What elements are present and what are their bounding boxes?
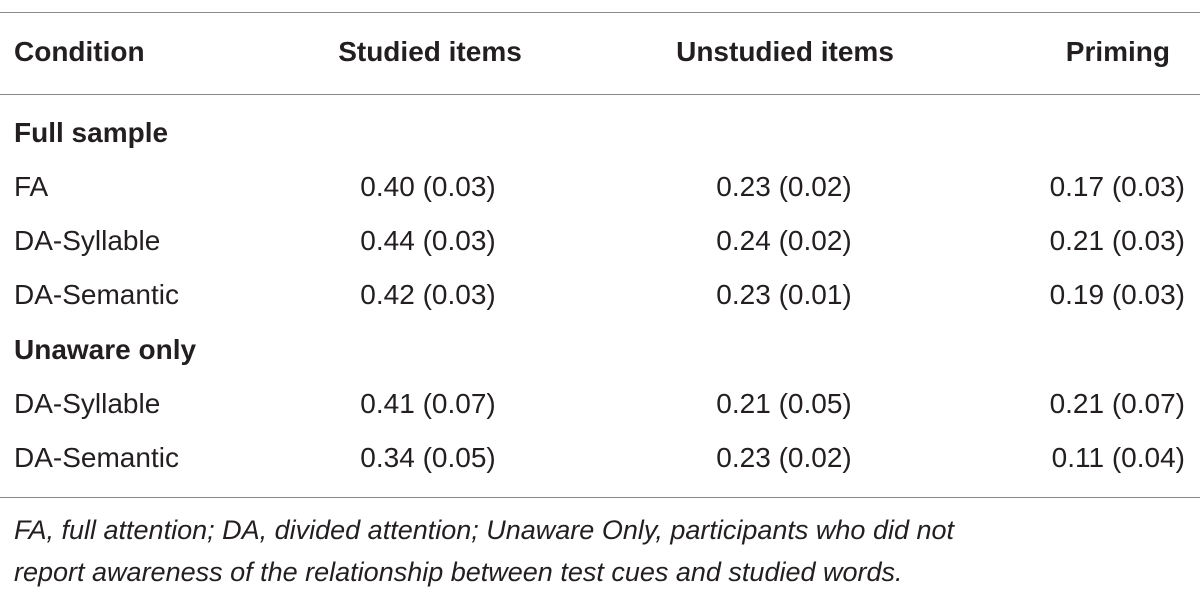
column-header: Studied items	[338, 36, 522, 67]
table-cell: 0.44 (0.03)	[360, 225, 496, 256]
header-rule	[0, 94, 1200, 95]
table-cell: 0.21 (0.07)	[1049, 388, 1185, 419]
row-label: DA-Syllable	[14, 225, 161, 256]
row-label: DA-Semantic	[14, 279, 179, 310]
top-rule	[0, 12, 1200, 13]
column-header: Condition	[14, 36, 145, 67]
section-title: Full sample	[14, 117, 169, 148]
column-header: Priming	[1065, 36, 1170, 67]
table-cell: 0.21 (0.05)	[716, 388, 852, 419]
table-cell: 0.23 (0.01)	[716, 279, 852, 310]
table-cell: 0.40 (0.03)	[360, 171, 496, 202]
row-label: DA-Syllable	[14, 388, 161, 419]
table-cell: 0.23 (0.02)	[716, 442, 852, 473]
footnote-line: report awareness of the relationship bet…	[14, 557, 903, 587]
table-cell: 0.17 (0.03)	[1049, 171, 1185, 202]
table-cell: 0.24 (0.02)	[716, 225, 852, 256]
row-label: DA-Semantic	[14, 442, 179, 473]
table-cell: 0.19 (0.03)	[1049, 279, 1185, 310]
table-cell: 0.11 (0.04)	[1051, 442, 1185, 473]
table-cell: 0.23 (0.02)	[716, 171, 852, 202]
bottom-rule	[0, 497, 1200, 498]
footnote-line: FA, full attention; DA, divided attentio…	[14, 515, 955, 545]
table-cell: 0.21 (0.03)	[1049, 225, 1185, 256]
row-label: FA	[14, 171, 49, 202]
table-cell: 0.34 (0.05)	[360, 442, 496, 473]
section-title: Unaware only	[14, 334, 197, 365]
column-header: Unstudied items	[676, 36, 894, 67]
table-cell: 0.42 (0.03)	[360, 279, 496, 310]
table-cell: 0.41 (0.07)	[360, 388, 496, 419]
